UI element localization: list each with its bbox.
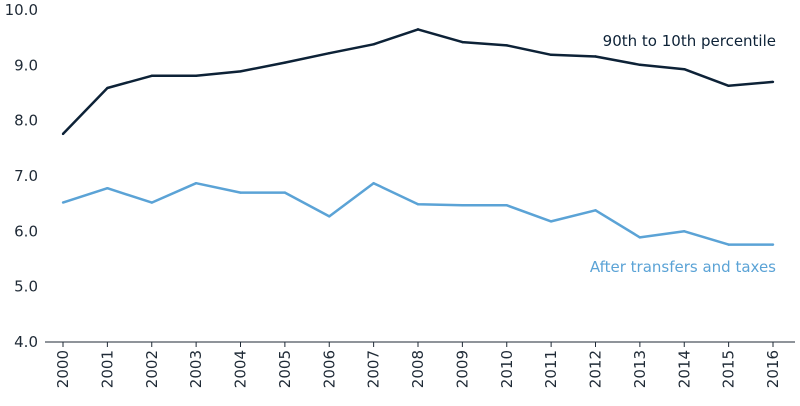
y-tick-label: 10.0: [5, 1, 38, 19]
series-0-point: [106, 86, 109, 90]
x-tick-label: 2001: [98, 350, 116, 388]
series-0-point: [416, 28, 420, 31]
series-1-point: [461, 204, 464, 207]
series-0-point: [283, 61, 287, 64]
series-1-point: [594, 209, 597, 212]
series-1-point: [283, 191, 287, 194]
series-0-point: [61, 132, 65, 136]
series-0-point: [638, 63, 642, 66]
series-0-point: [461, 40, 464, 44]
x-tick-label: 2012: [587, 350, 605, 388]
series-1-point: [61, 201, 65, 204]
series-lines: [61, 28, 775, 246]
series-0-point: [771, 80, 775, 84]
x-tick-label: 2013: [631, 350, 649, 388]
series-0-point: [194, 74, 198, 78]
y-tick-label: 5.0: [14, 278, 38, 296]
y-tick-label: 7.0: [14, 167, 38, 185]
series-0-point: [683, 68, 686, 71]
y-tick-label: 4.0: [14, 333, 38, 351]
series-0-point: [505, 44, 508, 47]
series-1-point: [683, 230, 686, 233]
series-0-point: [372, 43, 375, 46]
y-tick-label: 9.0: [14, 56, 38, 74]
x-tick-label: 2009: [453, 350, 471, 388]
x-tick-label: 2011: [542, 350, 560, 388]
x-tick-label: 2016: [764, 350, 782, 388]
x-tick-label: 2010: [498, 350, 516, 388]
x-tick-label: 2006: [320, 350, 338, 388]
series-line-1: [62, 181, 773, 246]
series-0-point: [727, 84, 730, 88]
x-tick-label: 2007: [365, 350, 383, 388]
series-label-90th-to-10th: 90th to 10th percentile: [603, 32, 776, 50]
x-tick-label: 2004: [232, 350, 250, 388]
y-axis: 4.0 5.0 6.0 7.0 8.0 9.0 10.0: [5, 1, 38, 351]
series-0-point: [239, 70, 242, 73]
series-1-point: [771, 243, 775, 246]
series-1-point: [239, 191, 242, 194]
series-0-point: [328, 51, 331, 55]
series-1-point: [416, 203, 420, 206]
series-1-point: [549, 220, 553, 223]
x-axis: 2000 2001 2002 2003 2004 2005 2006 2007 2008 2009…: [54, 342, 782, 388]
x-tick-label: 2015: [720, 350, 738, 388]
x-tick-label: 2003: [187, 350, 205, 388]
x-tick-label: 2000: [54, 350, 72, 388]
series-1-point: [727, 243, 730, 246]
series-0-point: [594, 55, 597, 58]
x-tick-label: 2002: [143, 350, 161, 388]
series-1-point: [638, 236, 642, 239]
x-tick-label: 2005: [276, 350, 294, 388]
series-0-point: [150, 74, 153, 78]
series-1-point: [505, 204, 508, 207]
series-1-point: [150, 201, 153, 204]
y-tick-label: 8.0: [14, 112, 38, 130]
y-tick-label: 6.0: [14, 222, 38, 240]
series-1-point: [372, 181, 375, 185]
x-tick-label: 2014: [675, 350, 693, 388]
x-tick-label: 2008: [409, 350, 427, 388]
series-1-point: [194, 181, 198, 185]
series-0-point: [549, 53, 553, 57]
series-1-point: [106, 186, 109, 190]
series-1-point: [328, 215, 331, 218]
series-label-after-transfers: After transfers and taxes: [590, 258, 776, 276]
